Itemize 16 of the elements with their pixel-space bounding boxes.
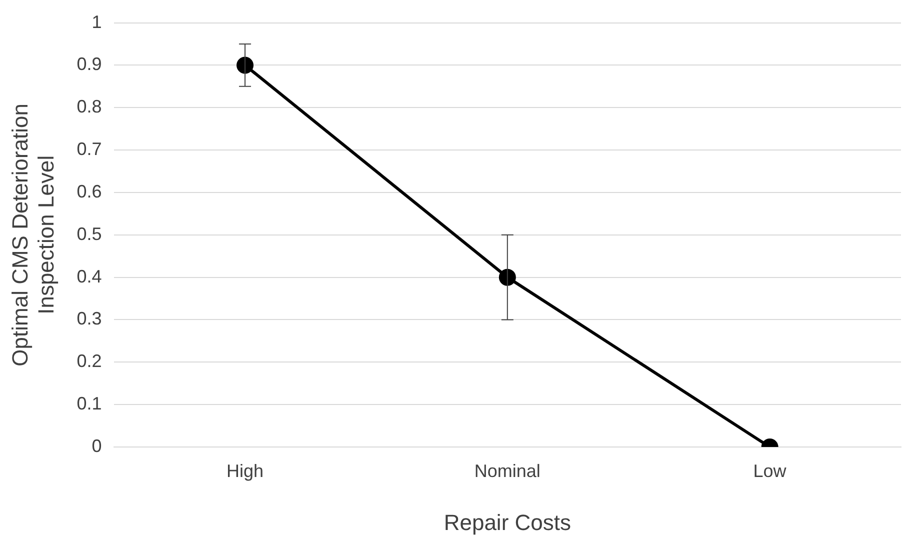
y-tick-label: 0.6 (76, 181, 102, 202)
y-tick-label: 0.9 (76, 54, 102, 74)
y-tick-label: 0.5 (76, 224, 102, 244)
y-tick-label: 0.4 (76, 266, 102, 286)
x-tick-label: Nominal (474, 460, 540, 481)
y-tick-label: 0.3 (76, 308, 102, 329)
y-tick-label: 0.7 (76, 139, 102, 160)
y-axis-title: Optimal CMS Deterioration Inspection Level (7, 103, 59, 366)
x-axis-title: Repair Costs (444, 510, 571, 535)
y-tick-label: 0 (92, 436, 102, 456)
x-tick-label: Low (753, 460, 788, 481)
y-tick-label: 0.1 (76, 394, 102, 414)
x-tick-label: High (226, 460, 264, 481)
y-tick-label: 1 (92, 12, 102, 32)
y-tick-label: 0.2 (76, 351, 102, 372)
y-tick-label: 0.8 (76, 96, 102, 117)
